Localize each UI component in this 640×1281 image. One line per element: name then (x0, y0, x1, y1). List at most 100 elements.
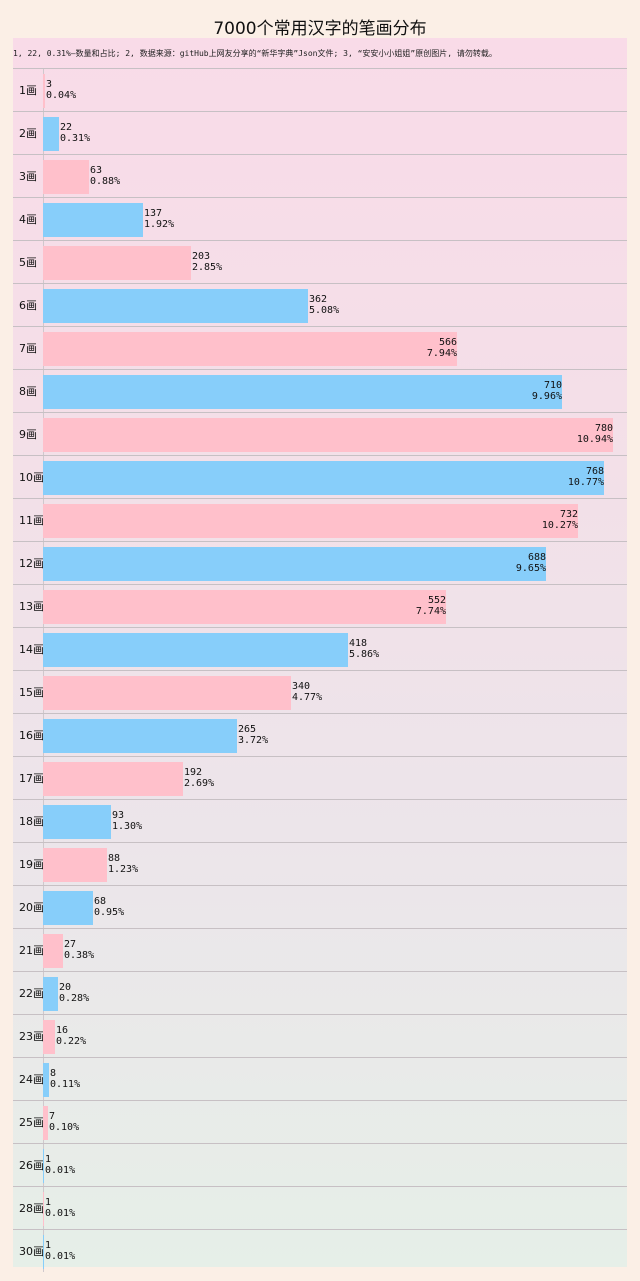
bar-row: 18画 93 1.30% (13, 799, 627, 842)
bar-row: 11画 732 10.27% (13, 498, 627, 541)
bar-row: 24画 8 0.11% (13, 1057, 627, 1100)
data-label: 203 2.85% (192, 251, 223, 273)
bar-row: 21画 27 0.38% (13, 928, 627, 971)
bar (43, 117, 59, 151)
data-label: 552 7.74% (415, 595, 446, 617)
category-label: 23画 (19, 1030, 44, 1043)
category-label: 20画 (19, 901, 44, 914)
bar-row: 15画 340 4.77% (13, 670, 627, 713)
bar (43, 74, 45, 108)
bar (43, 805, 111, 839)
bar-row: 14画 418 5.86% (13, 627, 627, 670)
bar-row: 8画 710 9.96% (13, 369, 627, 412)
bar (43, 547, 546, 581)
data-label: 16 0.22% (56, 1025, 87, 1047)
bar-row: 5画 203 2.85% (13, 240, 627, 283)
data-label: 20 0.28% (59, 982, 90, 1004)
category-label: 12画 (19, 557, 44, 570)
bar (43, 461, 604, 495)
bar-row: 16画 265 3.72% (13, 713, 627, 756)
bar-row: 30画 1 0.01% (13, 1229, 627, 1272)
category-label: 15画 (19, 686, 44, 699)
bar (43, 375, 562, 409)
bar (43, 676, 291, 710)
category-label: 17画 (19, 772, 44, 785)
bar (43, 1063, 49, 1097)
data-label: 418 5.86% (349, 638, 380, 660)
category-label: 2画 (19, 127, 37, 140)
data-label: 68 0.95% (94, 896, 125, 918)
data-label: 137 1.92% (144, 208, 175, 230)
bar-row: 7画 566 7.94% (13, 326, 627, 369)
data-label: 688 9.65% (515, 552, 546, 574)
category-label: 19画 (19, 858, 44, 871)
category-label: 8画 (19, 385, 37, 398)
data-label: 1 0.01% (45, 1154, 76, 1176)
data-label: 27 0.38% (64, 939, 95, 961)
bar (43, 762, 183, 796)
bar-row: 17画 192 2.69% (13, 756, 627, 799)
bar (43, 633, 348, 667)
category-label: 22画 (19, 987, 44, 1000)
bar (43, 246, 191, 280)
data-label: 265 3.72% (238, 724, 269, 746)
category-label: 10画 (19, 471, 44, 484)
category-label: 6画 (19, 299, 37, 312)
bar (43, 1149, 44, 1183)
data-label: 340 4.77% (292, 681, 323, 703)
category-label: 9画 (19, 428, 37, 441)
data-label: 63 0.88% (90, 165, 121, 187)
bar (43, 934, 63, 968)
category-label: 28画 (19, 1202, 44, 1215)
bar-row: 23画 16 0.22% (13, 1014, 627, 1057)
bar-row: 13画 552 7.74% (13, 584, 627, 627)
bar (43, 719, 237, 753)
chart-panel: 1, 22, 0.31%—数量和占比; 2, 数据来源：gitHub上网友分享的… (13, 38, 627, 1272)
category-label: 3画 (19, 170, 37, 183)
data-label: 1 0.01% (45, 1240, 76, 1262)
bar (43, 1192, 44, 1226)
category-label: 18画 (19, 815, 44, 828)
data-label: 8 0.11% (50, 1068, 81, 1090)
bar-row: 6画 362 5.08% (13, 283, 627, 326)
category-label: 30画 (19, 1245, 44, 1258)
bar-row: 20画 68 0.95% (13, 885, 627, 928)
data-label: 732 10.27% (541, 509, 578, 531)
category-label: 7画 (19, 342, 37, 355)
data-label: 93 1.30% (112, 810, 143, 832)
bar-row: 25画 7 0.10% (13, 1100, 627, 1143)
bar (43, 203, 143, 237)
data-label: 3 0.04% (46, 79, 77, 101)
bar (43, 504, 578, 538)
category-label: 13画 (19, 600, 44, 613)
category-label: 14画 (19, 643, 44, 656)
category-label: 4画 (19, 213, 37, 226)
bar (43, 289, 308, 323)
data-label: 710 9.96% (531, 380, 562, 402)
data-label: 768 10.77% (567, 466, 604, 488)
bar-row: 2画 22 0.31% (13, 111, 627, 154)
bar-row: 12画 688 9.65% (13, 541, 627, 584)
bar-row: 1画 3 0.04% (13, 68, 627, 111)
bar (43, 160, 89, 194)
bar (43, 1235, 44, 1269)
chart-title: 7000个常用汉字的笔画分布 (213, 19, 427, 39)
category-label: 25画 (19, 1116, 44, 1129)
category-label: 5画 (19, 256, 37, 269)
bar (43, 590, 446, 624)
bar (43, 977, 58, 1011)
data-label: 88 1.23% (108, 853, 139, 875)
data-label: 362 5.08% (309, 294, 340, 316)
category-label: 21画 (19, 944, 44, 957)
chart-note: 1, 22, 0.31%—数量和占比; 2, 数据来源：gitHub上网友分享的… (13, 49, 497, 58)
bar-row: 22画 20 0.28% (13, 971, 627, 1014)
category-label: 26画 (19, 1159, 44, 1172)
bar (43, 332, 457, 366)
category-label: 24画 (19, 1073, 44, 1086)
category-label: 11画 (19, 514, 44, 527)
bar-row: 3画 63 0.88% (13, 154, 627, 197)
bar (43, 891, 93, 925)
data-label: 22 0.31% (60, 122, 91, 144)
bar (43, 1020, 55, 1054)
bar-row: 9画 780 10.94% (13, 412, 627, 455)
